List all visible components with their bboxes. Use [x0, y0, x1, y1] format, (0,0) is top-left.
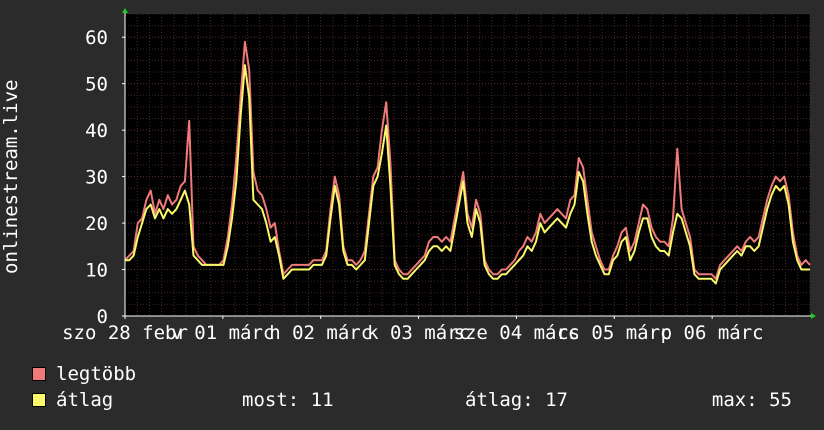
- series-lines: [124, 40, 811, 285]
- stat-average: átlag: 17: [465, 389, 568, 411]
- legend-item-avg: átlag: [32, 389, 113, 411]
- x-tick-label: p 06 márc: [661, 322, 764, 344]
- y-tick-label: 30: [85, 167, 108, 189]
- axes: [122, 8, 816, 319]
- stat-current: most: 11: [242, 389, 334, 411]
- y-tick-label: 20: [85, 213, 108, 235]
- legend-label-avg: átlag: [56, 389, 114, 411]
- y-tick-label: 60: [85, 27, 108, 49]
- x-tick-label: v 01 márc: [171, 322, 274, 344]
- y-axis-label: onlinestream.live: [0, 79, 22, 274]
- legend-label-max: legtöbb: [56, 363, 137, 385]
- y-tick-label: 50: [85, 74, 108, 96]
- series-line-1: [125, 64, 810, 285]
- legend-item-max: legtöbb: [32, 363, 136, 385]
- legend-swatch-max: [32, 367, 46, 381]
- legend-swatch-avg: [32, 393, 46, 407]
- y-axis-arrow: [122, 8, 128, 13]
- x-tick-label: cs 05 márc: [557, 322, 671, 344]
- x-tick-label: szo 28 febr: [62, 322, 188, 344]
- x-tick-label: k 03 márc: [367, 322, 470, 344]
- x-tick-label: sze 04 márc: [454, 322, 580, 344]
- x-axis-arrow: [811, 313, 816, 319]
- stat-max: max: 55: [711, 389, 792, 411]
- y-tick-label: 40: [85, 120, 108, 142]
- y-tick-label: 0: [97, 306, 108, 328]
- y-tick-label: 10: [85, 260, 108, 282]
- x-tick-label: h 02 márc: [269, 322, 372, 344]
